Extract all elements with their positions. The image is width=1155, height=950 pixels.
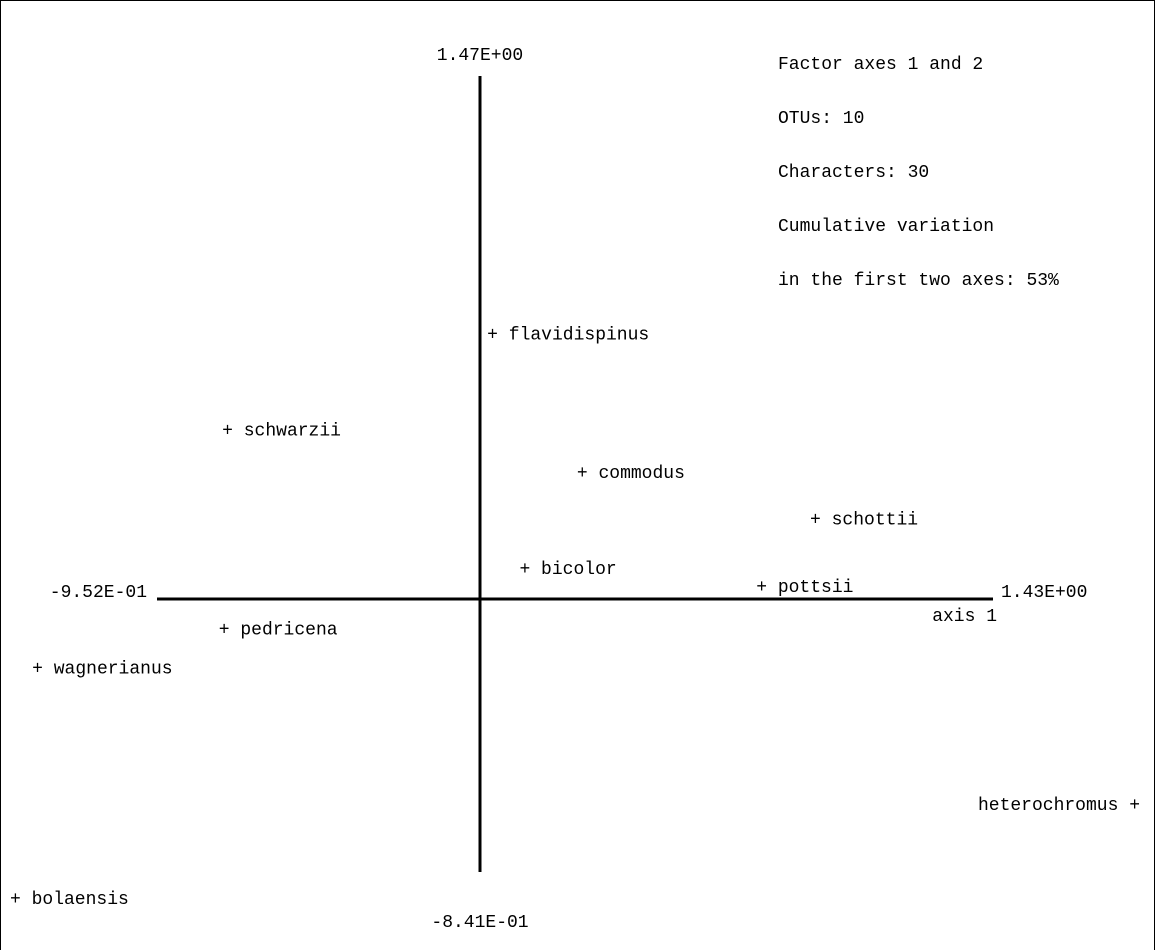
x-axis-max-label: 1.43E+00 <box>1001 583 1087 603</box>
y-axis-max-label: 1.47E+00 <box>437 46 523 66</box>
x-axis-min-label: -9.52E-01 <box>50 583 147 603</box>
point-wagnerianus: + wagnerianus <box>32 660 172 680</box>
info-first-two-axes: in the first two axes: 53% <box>778 271 1059 291</box>
info-cumulative-variation: Cumulative variation <box>778 217 995 237</box>
info-otus: OTUs: 10 <box>778 109 865 129</box>
point-bolaensis: + bolaensis <box>10 890 129 910</box>
points-layer: + flavidispinus + schwarzii + commodus + sc… <box>10 325 1140 910</box>
point-pedricena: + pedricena <box>219 621 338 641</box>
y-axis-min-label: -8.41E-01 <box>431 913 528 933</box>
x-axis-title: axis 1 <box>932 607 997 627</box>
point-flavidispinus: + flavidispinus <box>487 325 649 345</box>
point-pottsii: + pottsii <box>756 578 853 598</box>
info-block: Factor axes 1 and 2 OTUs: 10 Characters:… <box>778 20 1059 308</box>
point-schwarzii: + schwarzii <box>222 421 341 441</box>
point-commodus: + commodus <box>577 464 685 484</box>
info-characters: Characters: 30 <box>778 163 930 183</box>
point-schottii: + schottii <box>810 510 918 530</box>
info-title: Factor axes 1 and 2 <box>778 55 984 75</box>
point-heterochromus: heterochromus + <box>978 796 1140 816</box>
point-bicolor: + bicolor <box>519 560 616 580</box>
